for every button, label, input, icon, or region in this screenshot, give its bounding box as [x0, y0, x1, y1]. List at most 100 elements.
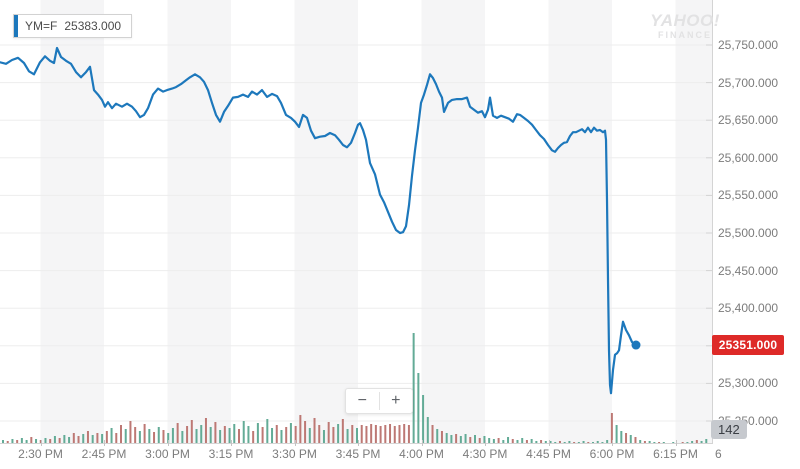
x-axis-label: 2:45 PM [81, 447, 127, 461]
volume-bar [634, 437, 637, 443]
volume-bar [341, 419, 344, 443]
x-tick-mark [485, 440, 486, 446]
x-axis-label: 4:00 PM [399, 447, 444, 461]
volume-bar [474, 435, 476, 443]
volume-bar [695, 440, 698, 443]
volume-bar [365, 426, 368, 443]
finance-logo-text: FINANCE [658, 30, 712, 40]
volume-bar [35, 439, 38, 443]
plot-area[interactable] [0, 0, 712, 443]
session-stripe [40, 0, 104, 443]
volume-bar [318, 425, 321, 443]
volume-bar [530, 439, 533, 443]
x-axis-label: 3:15 PM [208, 447, 254, 461]
volume-bar [242, 421, 245, 443]
volume-bar [445, 433, 448, 443]
volume-bar [271, 428, 274, 443]
volume-bar [72, 433, 75, 443]
volume-bar [643, 441, 646, 443]
volume-bar [195, 429, 198, 443]
volume-bar [686, 442, 689, 443]
y-axis-label: 25,700.000 [718, 75, 779, 90]
volume-bar [648, 441, 651, 443]
volume-bar [610, 413, 613, 443]
volume-bar [176, 423, 179, 443]
x-tick-mark [548, 440, 550, 446]
price-line-path [0, 46, 638, 395]
volume-bar [596, 441, 599, 443]
volume-bar [49, 439, 52, 443]
volume-bar [16, 440, 19, 443]
volume-bar [129, 421, 132, 443]
volume-bar [516, 440, 519, 443]
y-axis-label: 25,550.000 [718, 188, 779, 203]
volume-bar [568, 441, 571, 443]
volume-bar [360, 425, 363, 443]
volume-bar [233, 424, 236, 443]
volume-bar [11, 439, 14, 443]
x-axis-label: 3:00 PM [145, 447, 190, 461]
volume-bar [700, 441, 703, 443]
volume-bar [507, 437, 510, 443]
session-stripe [675, 0, 712, 443]
volume-bar [502, 440, 505, 443]
volume-bar [558, 441, 561, 443]
volume-bar [573, 442, 576, 443]
time-stripes [40, 0, 712, 443]
session-stripe [548, 0, 612, 443]
y-axis-label: 25,600.000 [718, 150, 779, 165]
volume-bar [308, 428, 311, 443]
x-tick-mark [612, 440, 613, 446]
volume-bar [554, 442, 557, 443]
volume-bar [653, 442, 656, 443]
volume-bar [450, 435, 453, 443]
volume-bar [563, 442, 566, 443]
volume-bar [469, 437, 472, 443]
volume-bar [337, 424, 340, 443]
volume-bar [393, 426, 396, 443]
volume-bar [256, 423, 259, 443]
price-line [0, 46, 638, 395]
x-axis-label: 3:30 PM [272, 447, 317, 461]
volume-bar [540, 440, 543, 443]
y-axis-tick-marks [706, 44, 712, 422]
x-tick-mark [358, 440, 359, 446]
last-price-point [631, 340, 641, 350]
volume-bar [157, 427, 160, 443]
volume-bar [521, 438, 524, 443]
volume-bar [200, 425, 203, 443]
volume-bar [672, 442, 675, 443]
zoom-out-button[interactable]: − [357, 392, 367, 409]
volume-bar [238, 429, 240, 443]
volume-bar [289, 423, 292, 443]
volume-bar [105, 431, 108, 443]
volume-bar [389, 424, 392, 443]
volume-bar [629, 435, 632, 443]
session-stripe [167, 0, 231, 443]
volume-bar [171, 428, 174, 443]
zoom-in-button[interactable]: + [391, 392, 401, 409]
volume-bar [535, 441, 538, 443]
x-axis-label: 6:00 PM [589, 447, 635, 461]
x-axis-label: 6:15 PM [653, 447, 698, 461]
volume-bar [577, 442, 580, 443]
volume-bar [587, 442, 590, 443]
volume-bar [379, 426, 382, 443]
volume-bar [20, 438, 23, 443]
volume-bar [681, 442, 684, 443]
volume-bar [426, 417, 429, 443]
y-axis-label: 25,300.000 [718, 376, 779, 391]
volume-bar [346, 429, 349, 443]
x-axis-label: 4:45 PM [526, 447, 571, 461]
volume-bar [488, 438, 491, 443]
volume-bar [492, 439, 495, 443]
volume-bar [625, 433, 628, 443]
session-stripe [421, 0, 485, 443]
volume-bar [261, 427, 264, 443]
volume-bar [384, 425, 387, 443]
volume-bar [436, 429, 439, 443]
volume-bar [280, 430, 283, 443]
volume-bar [412, 333, 415, 443]
volume-bar [417, 373, 420, 443]
volume-bar [370, 424, 373, 443]
